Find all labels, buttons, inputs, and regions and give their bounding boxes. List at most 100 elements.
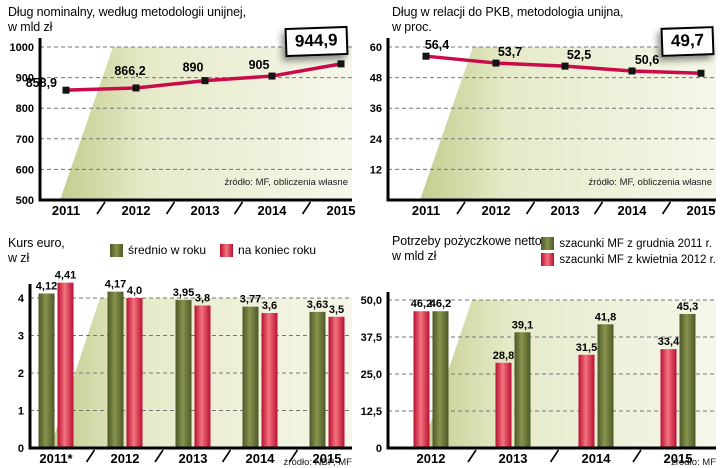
svg-text:12: 12 [370,164,382,176]
svg-text:31,5: 31,5 [576,342,597,354]
svg-text:800: 800 [16,103,34,115]
svg-text:60: 60 [370,42,382,54]
svg-text:2012: 2012 [417,451,446,466]
value-callout: 944,9 [284,25,349,58]
source-note: źródło: MF, obliczenia własne [224,177,348,188]
svg-text:53,7: 53,7 [498,45,522,59]
svg-text:2011: 2011 [52,203,80,218]
svg-text:0: 0 [18,443,24,455]
svg-text:24: 24 [370,134,383,146]
svg-text:2011*: 2011* [39,451,73,466]
chart-title-line2: w proc. [392,20,432,34]
legend-item-dec-2011: szacunki MF z grudnia 2011 r. [541,237,712,250]
svg-text:2014: 2014 [246,451,276,466]
svg-text:46,2: 46,2 [411,298,432,310]
svg-text:2012: 2012 [122,203,151,218]
svg-text:2013: 2013 [191,203,220,218]
svg-text:3,63: 3,63 [307,299,328,311]
chart-title-line1: Dług w relacji do PKB, metodologia unijn… [392,5,624,19]
source-note: źródło: MF [671,457,716,468]
chart-title: Dług nominalny, według metodologii unijn… [8,5,246,35]
chart-title-line2: w mld zł [8,20,53,34]
bar-plot: 0 12,5 25,0 37,5 50,0 46,2 28,8 31,5 33,4 46,2 39,… [361,292,716,466]
svg-text:2012: 2012 [111,451,140,466]
line-plot: 12 24 36 48 60 56,4 53,7 52,5 50,6 2011 2012 2013 20… [370,38,716,218]
green-swatch-icon [541,237,555,250]
svg-text:4,12: 4,12 [36,281,57,293]
svg-text:36: 36 [370,103,382,115]
svg-text:56,4: 56,4 [425,38,449,52]
svg-text:2: 2 [18,368,24,380]
svg-text:4: 4 [18,293,25,305]
svg-text:905: 905 [249,58,270,72]
svg-text:1000: 1000 [10,42,34,54]
chart-title-line1: Dług nominalny, według metodologii unijn… [8,5,246,19]
legend: szacunki MF z grudnia 2011 r. szacunki M… [541,237,716,266]
chart-title: Kurs euro, w zł [8,236,65,266]
svg-text:2014: 2014 [258,203,288,218]
svg-text:46,2: 46,2 [430,298,451,310]
svg-text:45,3: 45,3 [677,301,698,313]
chart-title: Potrzeby pożyczkowe netto, w mld zł [392,234,545,264]
svg-text:2012: 2012 [482,203,511,218]
svg-text:4,17: 4,17 [105,279,126,291]
bar-plot: 0 1 2 3 4 4,12 4,17 3,95 3,77 3,63 4,41 4,0 3,8 3,6 3,… [18,270,352,466]
svg-text:900: 900 [16,73,34,85]
svg-text:12,5: 12,5 [361,406,382,418]
legend-label: szacunki MF z kwietnia 2012 r. [559,253,716,266]
svg-text:2013: 2013 [551,203,580,218]
svg-text:52,5: 52,5 [567,48,591,62]
svg-text:3,8: 3,8 [195,293,210,305]
svg-text:700: 700 [16,134,34,146]
svg-text:2013: 2013 [179,451,208,466]
green-swatch-icon [110,243,123,257]
svg-text:4,0: 4,0 [127,285,142,297]
svg-text:600: 600 [16,164,34,176]
chart-title-line1: Kurs euro, [8,236,65,250]
red-swatch-icon [220,243,234,257]
svg-text:41,8: 41,8 [595,311,616,323]
chart-debt-gdp: Dług w relacji do PKB, metodologia unijn… [360,0,720,226]
svg-text:3,95: 3,95 [173,287,194,299]
svg-text:0: 0 [376,443,382,455]
chart-debt-nominal: Dług nominalny, według metodologii unijn… [0,0,360,226]
line-plot: 5006007008009001000858,9866,289090520112… [10,38,355,218]
chart-borrowing-needs: Potrzeby pożyczkowe netto, w mld zł szac… [360,226,720,468]
svg-text:2013: 2013 [499,451,528,466]
svg-text:48: 48 [370,73,382,85]
value-callout: 49,7 [660,26,715,57]
legend: średnio w roku na koniec roku [110,243,316,257]
svg-text:25,0: 25,0 [361,369,382,381]
svg-text:39,1: 39,1 [512,319,533,331]
svg-text:3,77: 3,77 [240,294,261,306]
chart-title: Dług w relacji do PKB, metodologia unijn… [392,5,623,35]
chart-title-line2: w zł [8,251,30,265]
svg-text:866,2: 866,2 [114,64,145,78]
svg-text:2014: 2014 [582,451,612,466]
svg-text:2015: 2015 [664,451,693,466]
chart-title-line1: Potrzeby pożyczkowe netto, [392,234,546,248]
source-note: źródło: NBP, MF [283,457,352,468]
svg-text:2011: 2011 [412,203,440,218]
svg-text:50,0: 50,0 [361,295,382,307]
svg-text:500: 500 [16,195,34,207]
legend-label: szacunki MF z grudnia 2011 r. [559,237,712,250]
source-note: źródło: MF, obliczenia własne [588,177,712,188]
legend-label: średnio w roku [128,243,207,257]
legend-item-year-end: na koniec roku [220,243,316,257]
legend-label: na koniec roku [238,243,317,257]
chart-title-line2: w mld zł [392,249,437,263]
svg-text:37,5: 37,5 [361,332,382,344]
svg-text:3: 3 [18,331,24,343]
svg-text:3,6: 3,6 [262,300,277,312]
svg-text:50,6: 50,6 [635,53,659,67]
red-swatch-icon [541,253,555,266]
chart-euro-rate: Kurs euro, w zł średnio w roku na koniec… [0,226,360,468]
svg-text:28,8: 28,8 [493,350,514,362]
svg-text:890: 890 [183,61,204,75]
legend-item-average: średnio w roku [110,243,206,257]
svg-text:2015: 2015 [313,451,342,466]
svg-text:3,5: 3,5 [329,304,344,316]
svg-text:33,4: 33,4 [658,336,680,348]
legend-item-apr-2012: szacunki MF z kwietnia 2012 r. [541,253,716,266]
